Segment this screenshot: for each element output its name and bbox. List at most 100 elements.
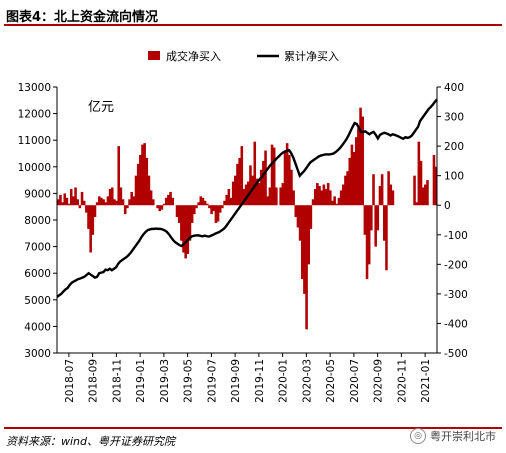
bar [210, 205, 213, 215]
left-tick-label: 10000 [18, 162, 51, 174]
bar [290, 169, 293, 206]
bar [182, 205, 185, 253]
bar [354, 137, 358, 206]
bar [188, 205, 192, 241]
bar [236, 163, 239, 206]
legend-bar-swatch [148, 51, 160, 60]
bar [175, 205, 179, 218]
bar [365, 205, 369, 280]
bar [320, 190, 323, 206]
x-tick-label: 2018-09 [88, 359, 100, 403]
bar [434, 166, 438, 206]
bar [244, 184, 248, 206]
bar [324, 188, 328, 206]
x-tick-label: 2020-11 [396, 359, 408, 403]
bar [123, 205, 127, 215]
bar [67, 203, 71, 206]
bar [424, 184, 427, 206]
bar [61, 202, 64, 206]
bar [201, 197, 205, 206]
bar [359, 107, 362, 206]
bar [413, 175, 416, 206]
left-tick-label: 4000 [24, 321, 51, 333]
bar [149, 190, 153, 206]
legend: 成交净买入 累计净买入 [148, 49, 339, 63]
x-tick-label: 2021-01 [420, 359, 432, 403]
right-tick-label: -300 [444, 289, 468, 301]
bar-series [57, 107, 438, 330]
bar [298, 205, 302, 241]
bar [212, 205, 216, 212]
left-tick-label: 8000 [24, 215, 51, 227]
bar [383, 205, 386, 241]
legend-bar-label: 成交净买入 [166, 49, 221, 63]
bar [208, 205, 211, 209]
left-tick-label: 6000 [24, 268, 51, 280]
bar [339, 190, 343, 206]
bar [110, 187, 114, 206]
bar [346, 171, 349, 206]
bar [134, 175, 138, 206]
bar [326, 183, 330, 206]
bar [432, 154, 436, 206]
bar [126, 205, 129, 209]
x-tick-label: 2020-09 [373, 359, 385, 403]
bar [102, 199, 105, 206]
bar [136, 163, 140, 206]
bar [391, 190, 395, 206]
bar [296, 205, 300, 228]
bar [426, 180, 429, 206]
bar [89, 205, 92, 253]
bar [78, 205, 82, 209]
bar [171, 197, 174, 206]
x-tick-label: 2019-03 [159, 359, 171, 403]
bar [74, 187, 77, 206]
bar [184, 205, 187, 259]
bar [85, 205, 88, 213]
bar [139, 154, 142, 206]
bar [152, 199, 155, 206]
bar [113, 199, 116, 206]
bar [98, 196, 101, 206]
bar [275, 187, 278, 206]
bar [268, 187, 272, 206]
right-tick-label: -100 [444, 230, 468, 242]
bar [417, 141, 421, 206]
right-tick-label: -400 [444, 318, 468, 330]
bar [262, 160, 265, 206]
bar [158, 205, 162, 212]
bar [130, 191, 133, 206]
bar [115, 200, 118, 206]
bar [104, 202, 108, 206]
bar [93, 205, 97, 218]
bar [106, 196, 110, 206]
page-title: 图表4：北上资金流向情况 [6, 10, 159, 25]
bar [288, 154, 291, 206]
bar [249, 165, 252, 206]
bar [121, 199, 125, 206]
bar [186, 205, 190, 254]
title-bar: 图表4：北上资金流向情况 [4, 4, 502, 26]
bar [145, 157, 149, 206]
bar [76, 199, 79, 206]
legend-line-label: 累计净买入 [284, 49, 339, 63]
footer-rule [4, 427, 502, 429]
bar [264, 150, 267, 206]
bar [69, 188, 73, 206]
bar [128, 199, 131, 206]
bar [117, 146, 121, 206]
axes: 3000400050006000700080009000100001100012… [18, 82, 468, 403]
bar [108, 188, 112, 206]
bar [229, 197, 233, 206]
bar [169, 191, 172, 206]
bar [363, 205, 367, 235]
bar [132, 196, 136, 206]
bar [164, 197, 168, 206]
bar [342, 184, 345, 206]
bar [283, 150, 287, 206]
bar [376, 205, 380, 231]
bar [234, 175, 237, 206]
right-tick-label: 300 [444, 112, 464, 124]
bar [57, 199, 60, 206]
